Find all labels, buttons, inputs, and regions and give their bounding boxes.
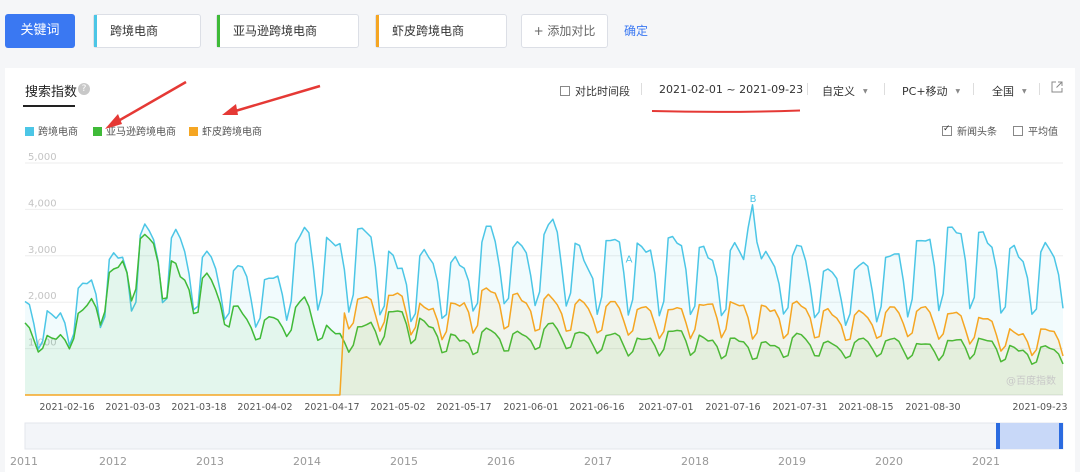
- device-dropdown[interactable]: PC+移动 ▼: [902, 83, 960, 99]
- legend-item-2[interactable]: 亚马逊跨境电商: [93, 123, 176, 138]
- date-range-picker[interactable]: 2021-02-01 ~ 2021-09-23: [659, 83, 804, 96]
- confirm-link[interactable]: 确定: [624, 24, 649, 38]
- compare-checkbox[interactable]: [560, 86, 570, 96]
- average-checkbox[interactable]: [1013, 126, 1023, 136]
- x-tick-label: 2021-07-01: [638, 402, 693, 413]
- chevron-down-icon: ▼: [955, 88, 961, 95]
- legend-label-3: 虾皮跨境电商: [202, 127, 262, 138]
- search-index-panel: 搜索指数 ? 对比时间段 2021-02-01 ~ 2021-09-23 自定义…: [5, 68, 1075, 472]
- timeline-year-label: 2015: [390, 455, 418, 468]
- compare-label: 对比时间段: [575, 85, 630, 98]
- timeline-year-label: 2012: [99, 455, 127, 468]
- panel-title-underline: [23, 105, 75, 107]
- keyword-color-bar-1: [94, 15, 97, 47]
- device-label: PC+移动: [902, 85, 948, 98]
- legend-label-2: 亚马逊跨境电商: [106, 127, 176, 138]
- timeline-year-label: 2017: [584, 455, 612, 468]
- keyword-color-bar-2: [217, 15, 220, 47]
- timeline-handle-right[interactable]: [1059, 423, 1063, 449]
- keyword-label-3: 虾皮跨境电商: [392, 24, 465, 38]
- timeline-year-label: 2013: [196, 455, 224, 468]
- add-compare-button[interactable]: + 添加对比: [521, 14, 608, 48]
- keyword-color-bar-3: [376, 15, 379, 47]
- chevron-down-icon: ▼: [863, 88, 868, 95]
- series-area: [25, 234, 1063, 395]
- y-tick-label: 4,000: [28, 198, 57, 209]
- series-line[interactable]: [24, 233, 1064, 365]
- legend-swatch-2: [93, 127, 102, 136]
- keyword-label-2: 亚马逊跨境电商: [233, 24, 318, 38]
- legend-item-3[interactable]: 虾皮跨境电商: [189, 123, 262, 138]
- y-tick-label: 5,000: [28, 152, 57, 163]
- keyword-box-3[interactable]: 虾皮跨境电商: [375, 14, 507, 48]
- x-tick-label: 2021-04-17: [304, 402, 359, 413]
- compare-period-toggle[interactable]: 对比时间段: [560, 83, 630, 99]
- divider: [884, 83, 885, 95]
- region-dropdown[interactable]: 全国 ▼: [992, 83, 1027, 99]
- timeline-track[interactable]: [24, 422, 1064, 450]
- x-tick-label: 2021-02-16: [39, 402, 94, 413]
- divider: [973, 83, 974, 95]
- red-underline-annotation: [651, 109, 801, 113]
- x-tick-label: 2021-05-17: [436, 402, 491, 413]
- x-tick-label: 2021-07-16: [705, 402, 760, 413]
- timeline-year-label: 2016: [487, 455, 515, 468]
- timeline-year-label: 2018: [681, 455, 709, 468]
- keyword-tab-button[interactable]: 关键词: [5, 14, 75, 48]
- x-tick-label: 2021-09-23: [1012, 402, 1067, 413]
- divider: [641, 83, 642, 95]
- keyword-label-1: 跨境电商: [110, 24, 159, 38]
- x-tick-label: 2021-06-01: [503, 402, 558, 413]
- legend-swatch-1: [25, 127, 34, 136]
- x-tick-label: 2021-05-02: [370, 402, 425, 413]
- y-tick-label: 2,000: [28, 291, 57, 302]
- panel-title[interactable]: 搜索指数: [25, 85, 78, 100]
- x-tick-label: 2021-03-03: [105, 402, 160, 413]
- x-tick-label: 2021-06-16: [569, 402, 624, 413]
- keyword-box-2[interactable]: 亚马逊跨境电商: [216, 14, 359, 48]
- series-line[interactable]: [25, 287, 1064, 396]
- divider: [807, 83, 808, 95]
- legend-item-1[interactable]: 跨境电商: [25, 123, 78, 138]
- x-tick-label: 2021-08-15: [838, 402, 893, 413]
- custom-dropdown[interactable]: 自定义 ▼: [822, 83, 868, 99]
- custom-label: 自定义: [822, 85, 855, 98]
- legend-label-1: 跨境电商: [38, 127, 78, 138]
- y-tick-label: 3,000: [28, 245, 57, 256]
- series-area: [25, 288, 1063, 395]
- external-link-icon[interactable]: [1051, 81, 1063, 93]
- watermark: @百度指数: [1006, 374, 1056, 387]
- annotation-marker[interactable]: B: [750, 194, 757, 205]
- annotation-marker[interactable]: A: [626, 254, 633, 265]
- x-tick-label: 2021-07-31: [772, 402, 827, 413]
- timeline-selection[interactable]: [998, 423, 1061, 449]
- x-tick-label: 2021-04-02: [237, 402, 292, 413]
- news-headline-toggle[interactable]: 新闻头条: [942, 123, 997, 138]
- timeline-year-label: 2020: [875, 455, 903, 468]
- x-tick-label: 2021-03-18: [171, 402, 226, 413]
- average-label: 平均值: [1028, 127, 1058, 138]
- timeline-handle-left[interactable]: [996, 423, 1000, 449]
- legend-swatch-3: [189, 127, 198, 136]
- chevron-down-icon: ▼: [1022, 88, 1027, 95]
- timeline-year-label: 2021: [972, 455, 1000, 468]
- region-label: 全国: [992, 85, 1014, 98]
- timeline-year-label: 2014: [293, 455, 321, 468]
- help-icon[interactable]: ?: [78, 83, 90, 95]
- divider: [1039, 83, 1040, 95]
- timeline-year-label: 2019: [778, 455, 806, 468]
- news-checkbox[interactable]: [942, 124, 952, 136]
- news-label: 新闻头条: [957, 127, 997, 138]
- keyword-box-1[interactable]: 跨境电商: [93, 14, 201, 48]
- series-line[interactable]: [24, 204, 1064, 350]
- x-tick-label: 2021-08-30: [905, 402, 960, 413]
- timeline-year-label: 2011: [10, 455, 38, 468]
- average-toggle[interactable]: 平均值: [1013, 123, 1058, 138]
